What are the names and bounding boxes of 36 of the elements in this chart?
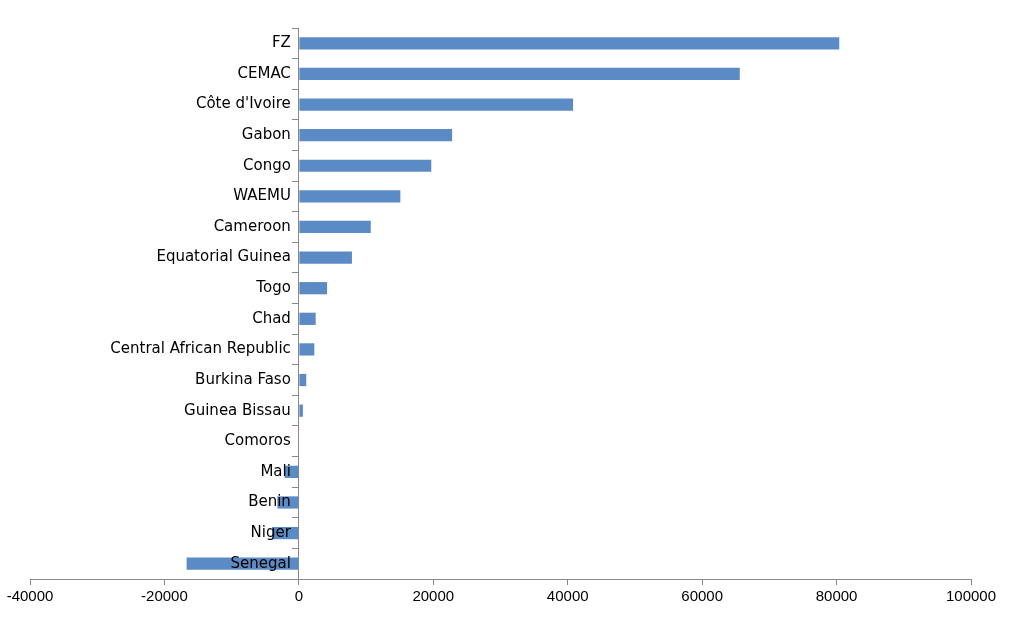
bar	[299, 282, 328, 295]
y-tick-label: CEMAC	[237, 63, 291, 82]
y-tick-label: Togo	[255, 278, 291, 297]
bar	[299, 404, 303, 417]
bar	[299, 67, 740, 81]
bar	[299, 373, 307, 387]
y-tick-label: Equatorial Guinea	[156, 247, 291, 266]
y-tick-label: Cameroon	[213, 216, 291, 235]
x-tick-label: 80000	[815, 587, 858, 605]
bar	[299, 220, 371, 234]
bar	[299, 251, 352, 264]
x-tick-label: 60000	[681, 587, 723, 605]
bar	[299, 159, 432, 172]
bar	[299, 98, 574, 111]
bar	[299, 129, 453, 142]
y-tick-label: Burkina Faso	[195, 369, 291, 388]
x-tick-label: 20000	[412, 587, 455, 605]
x-tick-label: -40000	[6, 587, 54, 605]
bar	[299, 312, 316, 325]
y-tick-label: Côte d'Ivoire	[195, 94, 291, 113]
bar	[299, 37, 840, 50]
y-tick-label: Congo	[243, 155, 291, 174]
y-tick-label: Gabon	[241, 125, 291, 144]
y-tick-label: Central African Republic	[110, 339, 291, 358]
y-tick-label: Chad	[252, 308, 291, 327]
x-tick-label: 40000	[546, 587, 589, 605]
y-tick-label: Senegal	[230, 553, 291, 572]
bar	[299, 190, 401, 203]
y-tick-label: Comoros	[224, 431, 292, 450]
y-tick-label: WAEMU	[233, 186, 291, 205]
x-tick-label: 0	[294, 587, 304, 605]
y-tick-label: Guinea Bissau	[184, 400, 291, 419]
x-tick-label: -20000	[141, 587, 188, 605]
y-tick-label: FZ	[271, 33, 291, 52]
bar	[299, 343, 315, 356]
x-tick-label: 100000	[945, 587, 997, 605]
